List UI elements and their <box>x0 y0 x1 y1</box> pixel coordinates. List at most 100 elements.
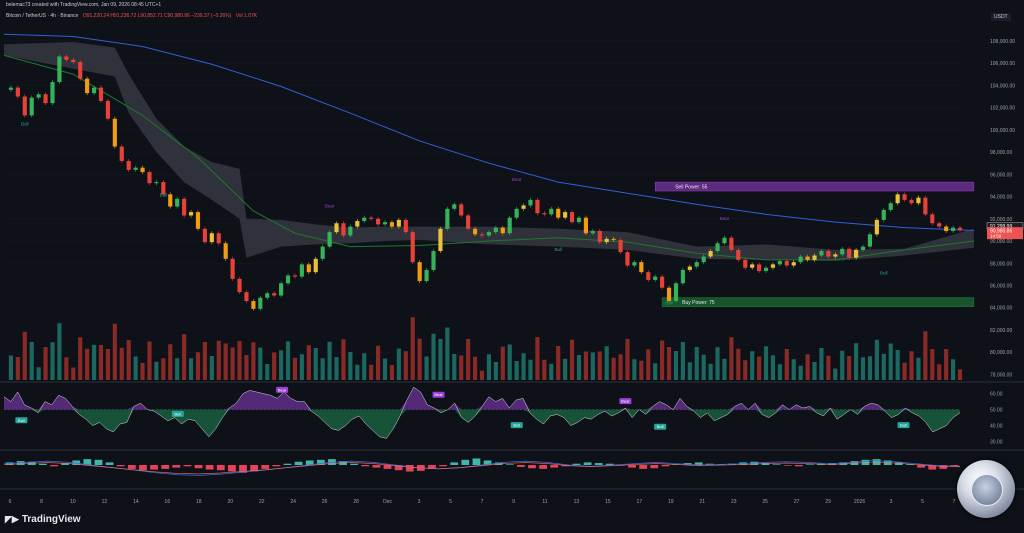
macd-histogram-bar <box>572 463 581 465</box>
volume-bar <box>909 351 914 380</box>
bull-signal-label: Bull <box>665 300 673 305</box>
candle <box>646 272 651 280</box>
candle <box>784 261 789 266</box>
candle <box>895 194 900 204</box>
volume-bar <box>500 346 505 380</box>
volume-bar <box>244 355 249 380</box>
candle <box>438 228 443 252</box>
bear-oscillator-tag <box>276 386 289 393</box>
tradingview-icon: ◤▶ <box>5 514 19 524</box>
power-zone-label: Sell Power: 55 <box>675 185 707 191</box>
macd-histogram-bar <box>350 463 359 465</box>
oscillator-bear-area <box>4 387 960 410</box>
volume-bar <box>528 359 533 380</box>
volume-bar <box>424 356 429 380</box>
volume-bar <box>182 334 187 380</box>
macd-line <box>3 460 961 476</box>
candle <box>466 215 471 229</box>
candle <box>244 292 249 302</box>
candle <box>514 208 519 218</box>
time-axis-label: 9 <box>512 499 515 505</box>
macd-histogram-bar <box>216 465 225 471</box>
bear-signal-label: Bear <box>720 216 730 221</box>
candle <box>563 212 568 218</box>
volume-bar <box>168 344 173 380</box>
volume-bar <box>452 354 457 380</box>
macd-histogram-bar <box>305 460 314 465</box>
volume-bar <box>507 344 512 380</box>
candle <box>770 264 776 268</box>
candle <box>507 217 512 234</box>
macd-histogram-bar <box>505 464 514 465</box>
volume-bar <box>556 346 561 380</box>
macd-histogram-bar <box>39 463 47 465</box>
macd-histogram-bar <box>472 458 481 465</box>
volume-bar <box>660 340 665 380</box>
volume-bar <box>175 358 180 380</box>
volume-bar <box>258 347 263 380</box>
candle <box>950 227 956 232</box>
tradingview-logo-text: TradingView <box>21 514 81 525</box>
bull-signal-label: Bull <box>880 270 888 275</box>
volume-bar <box>895 350 900 380</box>
volume-bar <box>71 367 76 380</box>
candle <box>50 82 55 104</box>
price-tick-label: 90,000.00 <box>990 239 1012 245</box>
macd-histogram-bar <box>628 465 636 468</box>
candle <box>306 264 311 273</box>
candle <box>847 248 852 258</box>
candle <box>888 203 893 210</box>
macd-histogram-bar <box>539 465 548 469</box>
coin-watermark-icon <box>957 460 1015 518</box>
candle <box>819 251 824 256</box>
moving-average-line <box>3 33 974 231</box>
macd-histogram-bar <box>517 465 525 467</box>
tradingview-logo[interactable]: ◤▶ TradingView <box>5 514 81 525</box>
volume-bar <box>590 352 595 380</box>
symbol-name[interactable]: Bitcoin / TetherUS · 4h · Binance <box>6 13 79 19</box>
macd-histogram-bar <box>750 461 759 465</box>
candle <box>542 213 547 215</box>
candle <box>812 255 817 260</box>
candle <box>493 227 498 233</box>
candle <box>85 78 90 94</box>
time-axis-label: 26 <box>322 499 328 505</box>
volume-bar <box>133 356 138 380</box>
bear-oscillator-tag <box>432 391 445 398</box>
candle <box>680 269 685 284</box>
volume-bar <box>112 323 117 380</box>
time-axis-label: 23 <box>731 499 737 505</box>
macd-histogram-bar <box>361 465 370 467</box>
time-axis-label: 15 <box>605 499 611 505</box>
candle <box>957 227 963 231</box>
bull-signal-label: Bull <box>554 247 562 252</box>
time-axis-label: 25 <box>762 499 768 505</box>
macd-histogram-bar <box>494 462 503 465</box>
volume-bar <box>64 357 69 380</box>
macd-histogram-bar <box>239 465 247 473</box>
candle <box>258 297 263 309</box>
candle <box>36 94 41 98</box>
candle <box>459 204 464 216</box>
macd-histogram-bar <box>161 465 170 469</box>
candle <box>666 287 672 302</box>
volume-bar <box>105 349 110 380</box>
time-axis-label: 20 <box>227 499 233 505</box>
volume-bar <box>486 354 492 380</box>
volume-bar <box>8 355 14 380</box>
macd-histogram-bar <box>461 459 470 465</box>
volume-bar <box>223 343 228 380</box>
ohlc-values: O91,220.24 H91,236.72 L90,852.71 C90,980… <box>82 13 232 19</box>
price-tick-label: 82,000.00 <box>990 328 1012 334</box>
candle <box>556 208 561 218</box>
macd-histogram-bar <box>194 465 203 469</box>
currency-label[interactable]: USDT <box>991 13 1011 21</box>
candle <box>334 223 339 233</box>
candle <box>500 227 505 234</box>
candle <box>549 208 554 215</box>
volume-bar <box>382 358 388 380</box>
time-axis-label: 19 <box>668 499 674 505</box>
volume-bar <box>98 345 104 380</box>
candle <box>382 222 388 225</box>
